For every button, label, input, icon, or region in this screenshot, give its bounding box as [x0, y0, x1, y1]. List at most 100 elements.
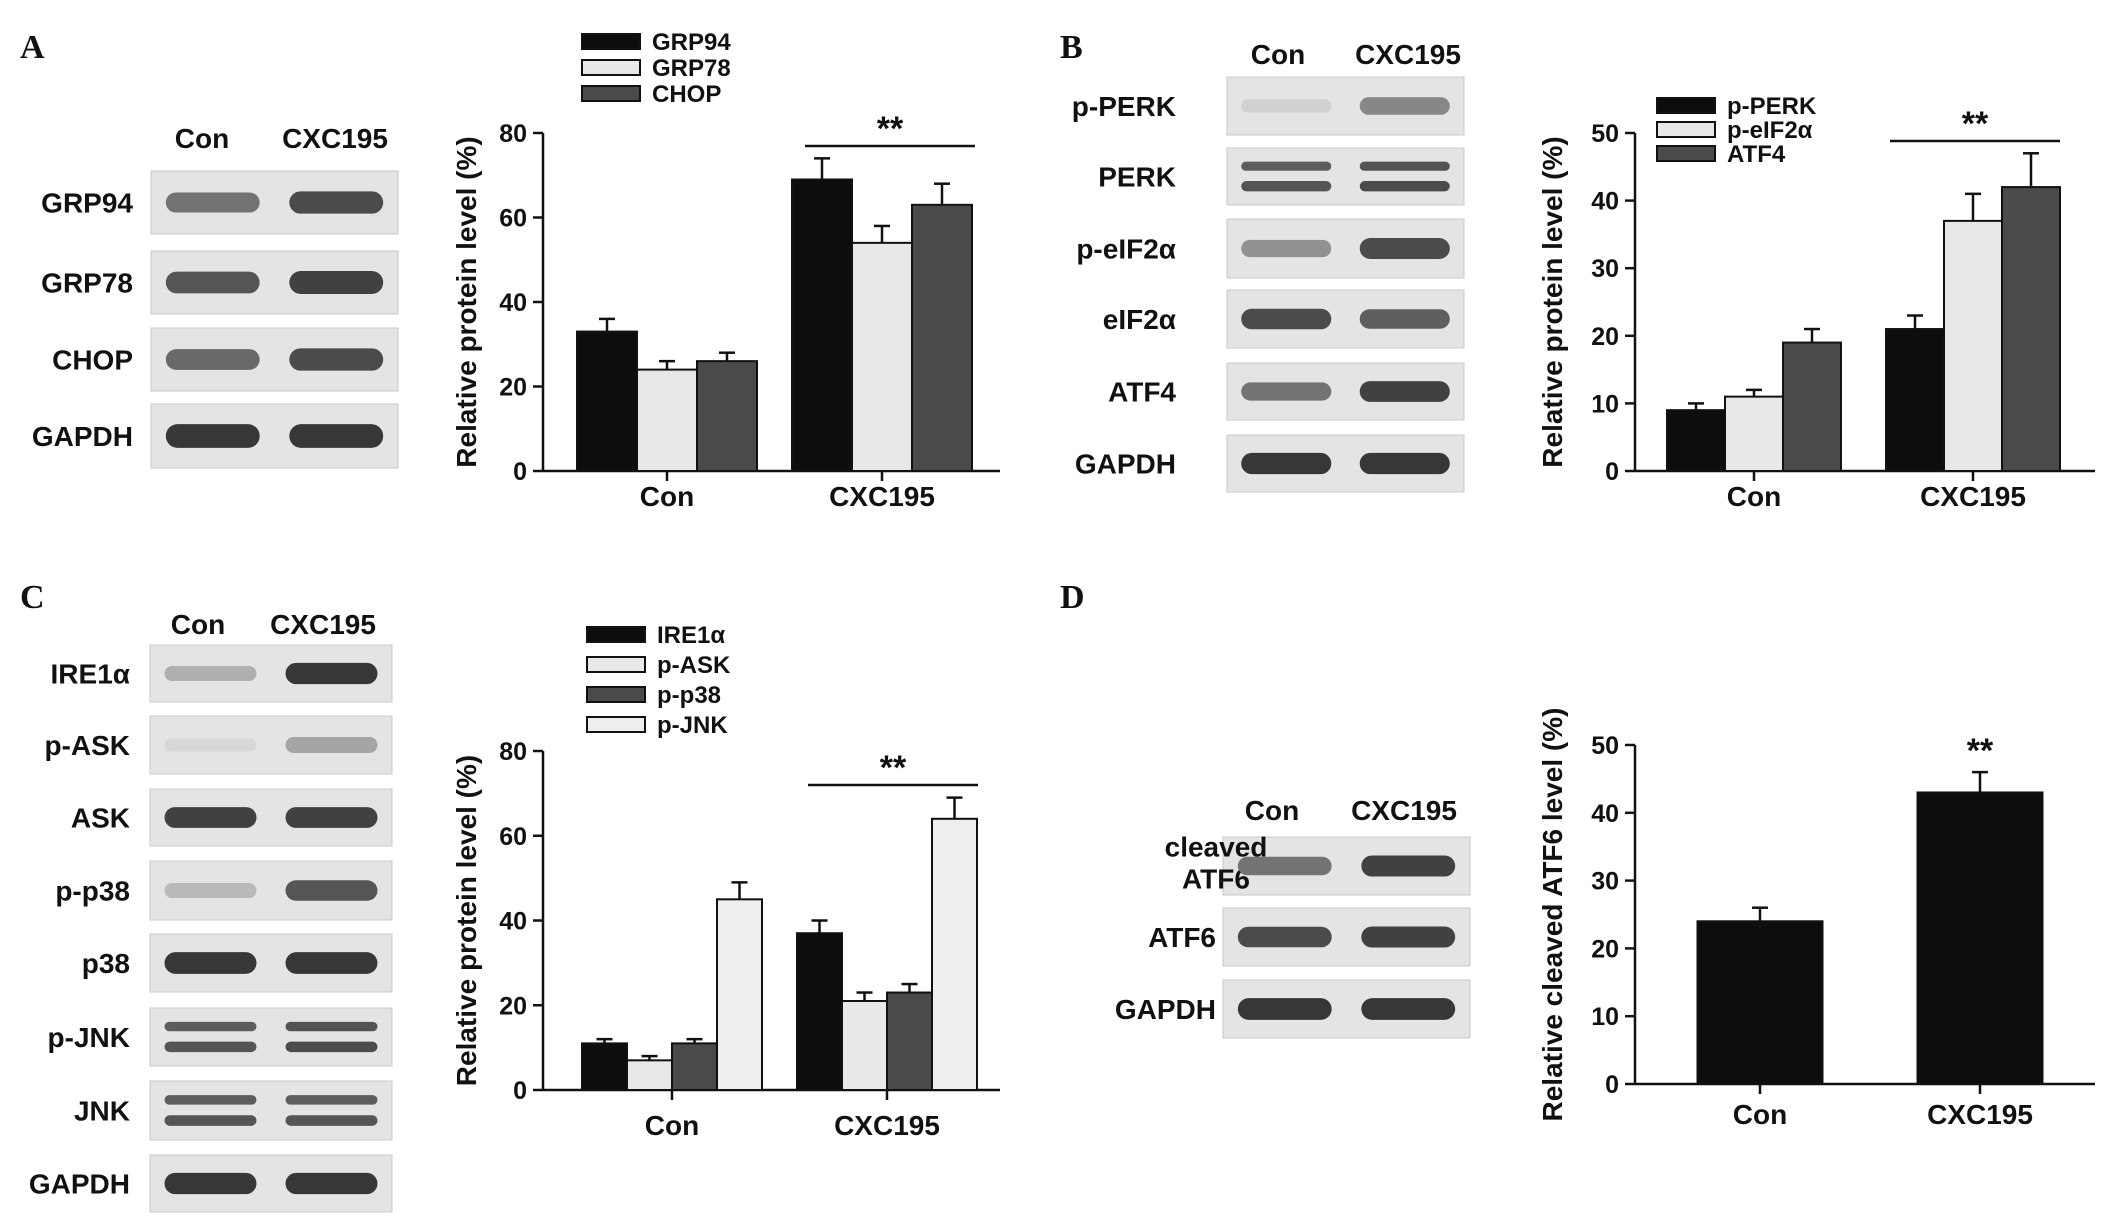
legend-label: p-p38: [657, 682, 721, 709]
blot-row: JNK: [74, 1080, 393, 1141]
blot-row: cleaved ATF6: [1165, 831, 1471, 896]
y-tick-label: 20: [499, 992, 527, 1020]
blot-strip: [149, 1007, 393, 1067]
bar: [796, 932, 843, 1092]
blot-row-label: GRP94: [41, 188, 133, 219]
y-tick-label: 50: [1591, 120, 1619, 148]
bar-chart-c: 0 20 40 60 80 Relative protein level (%) Con CX…: [451, 622, 1000, 1141]
lane-label: Con: [171, 609, 225, 640]
blot-band: [285, 1172, 378, 1195]
blot-row: GAPDH: [32, 403, 399, 469]
bar-chart-b: 0 10 20 30 40 50 Relative protein level (%) Con…: [1537, 93, 2095, 512]
legend-label: IRE1α: [657, 622, 725, 649]
blot-band: [164, 665, 257, 682]
blot-row: IRE1α: [51, 644, 393, 703]
blot-band: [1361, 926, 1456, 948]
blot-band: [285, 807, 378, 828]
blot-row: eIF2α: [1103, 289, 1465, 349]
blot-band: [165, 349, 260, 370]
blot-row: ATF6: [1148, 907, 1471, 967]
blot-band: [289, 191, 384, 214]
blot-band: [285, 880, 378, 901]
blot-band: [285, 662, 378, 685]
bar: [696, 360, 758, 472]
legend-swatch: [581, 59, 641, 76]
bar-chart-a: 0 20 40 60 80 Relative protein level (%) Con CX…: [451, 29, 1000, 512]
blot-row-label: GAPDH: [32, 421, 133, 452]
y-tick-label: 0: [1605, 458, 1619, 486]
y-tick-label: 60: [499, 823, 527, 851]
y-tick-label: 40: [1591, 800, 1619, 828]
lane-label: Con: [1251, 39, 1305, 70]
blot-row: GAPDH: [1115, 979, 1471, 1039]
x-tick-label: CXC195: [1927, 1099, 2033, 1130]
panel-b: B Con CXC195 p-PERK PERK p-eIF2α eIF2α ATF4 GAPD…: [1060, 29, 1465, 493]
blot-row: GRP78: [41, 250, 399, 315]
x-tick-label: Con: [640, 481, 694, 512]
bar: [1724, 395, 1784, 473]
y-tick-label: 0: [513, 458, 527, 486]
blot-band: [164, 738, 257, 752]
blot-band: [289, 271, 384, 294]
panel-letter: C: [20, 579, 45, 616]
blot-band: [1241, 239, 1332, 258]
blot-row-label: GAPDH: [1115, 994, 1216, 1025]
blot-band: [1359, 181, 1450, 192]
y-tick-label: 30: [1591, 255, 1619, 283]
y-tick-label: 10: [1591, 390, 1619, 418]
blot-band: [1361, 855, 1456, 877]
blot-band: [164, 952, 257, 974]
y-axis-label: Relative protein level (%): [451, 136, 482, 467]
blot-band: [1237, 998, 1332, 1020]
y-tick-label: 40: [499, 289, 527, 317]
legend-label: p-JNK: [657, 712, 728, 739]
blot-band: [1359, 161, 1450, 171]
x-tick-label: CXC195: [1920, 481, 2026, 512]
legend-swatch: [1656, 145, 1716, 162]
blot-row-label: eIF2α: [1103, 304, 1176, 335]
blot-row-label: JNK: [74, 1096, 130, 1127]
bar-chart-d: 0 10 20 30 40 50 Relative cleaved ATF6 level (…: [1537, 708, 2095, 1130]
legend-swatch: [581, 33, 641, 50]
significance-marker: **: [1962, 105, 1989, 143]
x-tick-label: CXC195: [829, 481, 935, 512]
legend-swatch: [581, 85, 641, 102]
blot-row-label: p-PERK: [1072, 91, 1176, 122]
blot-band: [164, 1172, 257, 1195]
blot-band: [285, 737, 378, 753]
blot-row: p-ASK: [44, 715, 393, 775]
y-tick-label: 40: [499, 908, 527, 936]
legend-label: CHOP: [652, 81, 721, 108]
blot-band: [285, 1041, 378, 1053]
legend-swatch: [586, 626, 646, 643]
blot-row-label: p-eIF2α: [1076, 234, 1176, 265]
blot-band: [164, 1095, 257, 1105]
y-tick-label: 30: [1591, 868, 1619, 896]
blot-row-label: IRE1α: [51, 659, 130, 690]
bar: [851, 241, 913, 472]
y-tick-label: 40: [1591, 188, 1619, 216]
bar: [1782, 341, 1842, 472]
blot-row-label: GRP78: [41, 268, 133, 299]
blot-row-label: GAPDH: [1075, 449, 1176, 480]
blot-band: [164, 882, 257, 899]
panel-letter: D: [1060, 579, 1085, 616]
bar: [671, 1042, 718, 1091]
bar: [1885, 328, 1945, 473]
blot-row: p38: [82, 933, 393, 993]
blot-band: [165, 271, 260, 294]
y-axis-label: Relative protein level (%): [1537, 136, 1568, 467]
y-tick-label: 80: [499, 738, 527, 766]
blot-row: p-p38: [55, 860, 393, 921]
blot-band: [285, 1115, 378, 1126]
blot-row: p-JNK: [48, 1007, 393, 1067]
blot-band: [285, 1021, 378, 1032]
blot-band: [1359, 309, 1450, 329]
lane-label: CXC195: [1351, 795, 1457, 826]
blot-row-label: p-ASK: [44, 730, 130, 761]
y-tick-label: 50: [1591, 732, 1619, 760]
y-tick-label: 20: [499, 374, 527, 402]
blot-band: [289, 424, 384, 448]
blot-row-label: PERK: [1098, 162, 1176, 193]
